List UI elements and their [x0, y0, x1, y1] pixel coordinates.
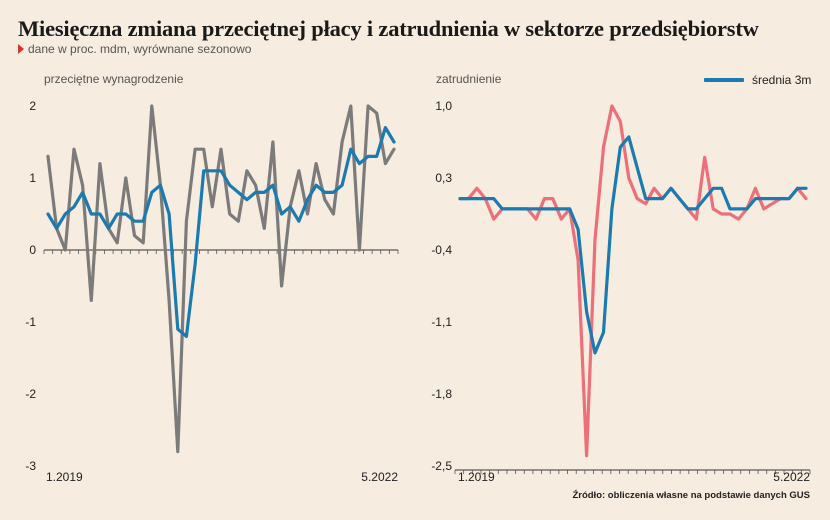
y-tick-label: -2 — [25, 387, 36, 401]
y-tick-label: 1 — [29, 171, 36, 185]
y-tick-label: -0,4 — [431, 243, 452, 257]
x-tick-label: 1.2019 — [46, 470, 83, 484]
series-line-avg3m — [46, 126, 396, 338]
left-chart-wages: 2 1 0 -1 -2 -3 1.2019 5.2022 — [25, 99, 399, 484]
legend: średnia 3m — [704, 73, 811, 87]
y-tick-label: -3 — [25, 459, 36, 473]
series-line-monthly — [46, 104, 396, 454]
left-panel-title: przeciętne wynagrodzenie — [44, 72, 184, 86]
y-tick-label: -1,8 — [431, 387, 452, 401]
legend-swatch-avg — [704, 78, 744, 82]
right-chart-employment: 1,0 0,3 -0,4 -1,1 -1,8 -2,5 1.2019 5.2022 — [431, 99, 811, 484]
y-tick-label: 0 — [29, 243, 36, 257]
series-line-avg3m — [458, 135, 808, 355]
y-tick-label: -1,1 — [431, 315, 452, 329]
legend-label-avg: średnia 3m — [752, 73, 812, 87]
x-tick-label: 1.2019 — [458, 470, 495, 484]
triangle-marker-icon — [18, 44, 24, 54]
right-panel-title: zatrudnienie — [436, 72, 502, 86]
y-tick-label: -2,5 — [431, 459, 452, 473]
x-tick-label: 5.2022 — [361, 470, 398, 484]
subtitle-text: dane w proc. mdm, wyrównane sezonowo — [28, 42, 252, 56]
subtitle: dane w proc. mdm, wyrównane sezonowo — [18, 42, 251, 56]
y-tick-label: 0,3 — [435, 171, 452, 185]
x-tick-label: 5.2022 — [773, 470, 810, 484]
y-tick-label: 2 — [29, 99, 36, 113]
y-tick-label: 1,0 — [435, 99, 452, 113]
series-line-monthly — [458, 104, 808, 458]
chart-title: Miesięczna zmiana przeciętnej płacy i za… — [18, 16, 759, 41]
source-note: Źródło: obliczenia własne na podstawie d… — [572, 490, 810, 501]
y-tick-label: -1 — [25, 315, 36, 329]
